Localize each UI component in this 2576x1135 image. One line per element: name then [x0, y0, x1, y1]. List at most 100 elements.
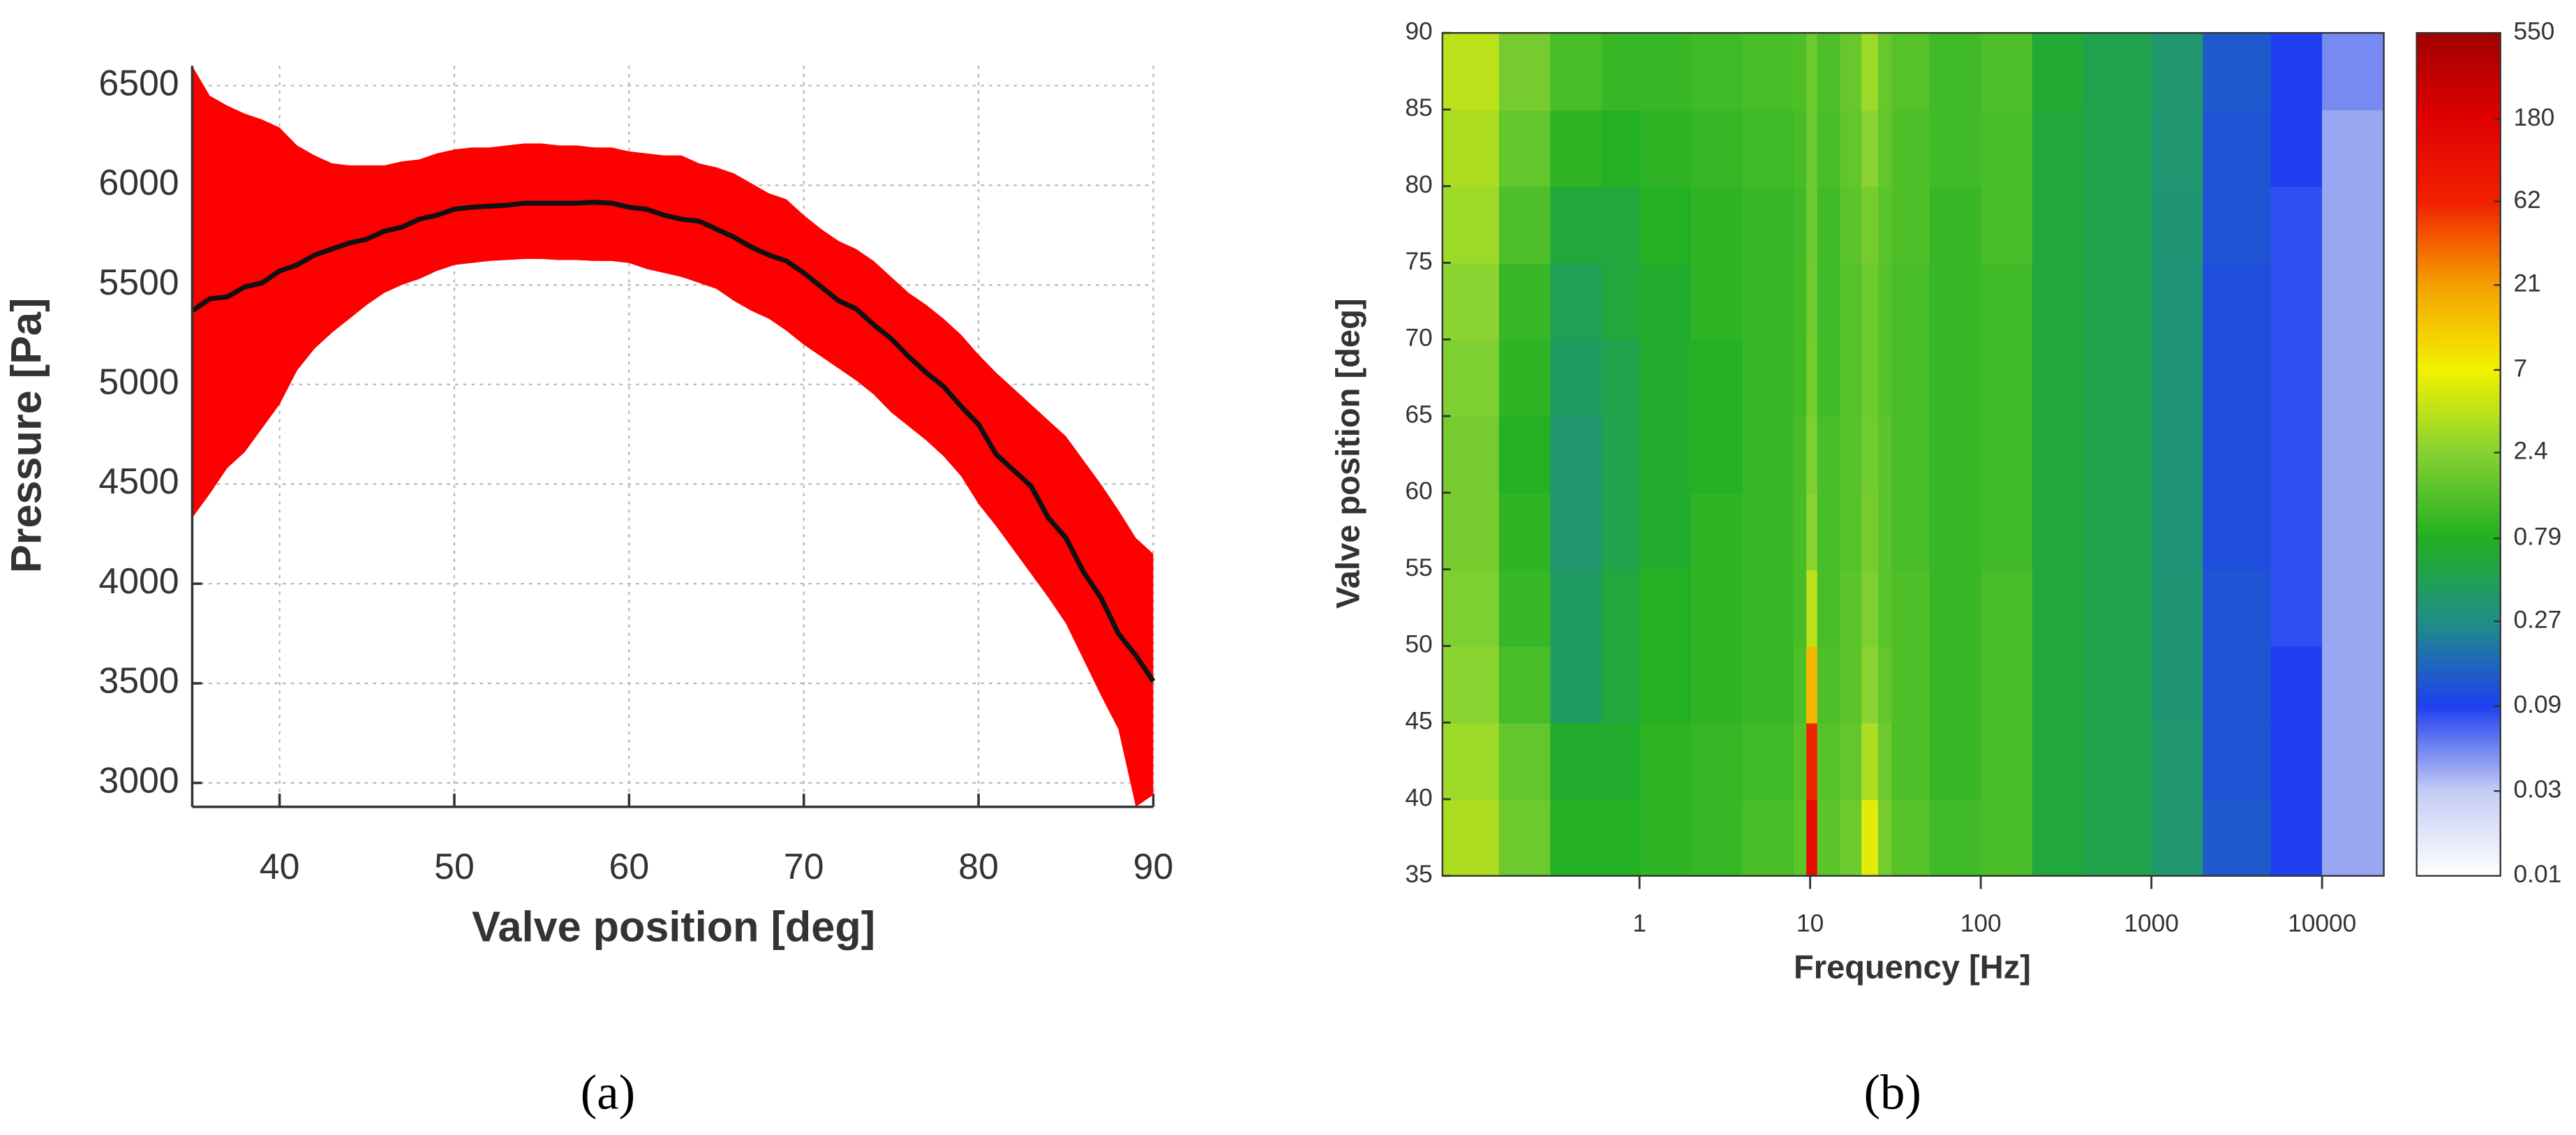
- heat-cell: [1840, 109, 1863, 187]
- heat-cell: [1891, 569, 1930, 647]
- colorbar-tick-label: 0.27: [2514, 606, 2562, 633]
- x-tick-label: 1000: [2124, 910, 2179, 937]
- line: [191, 200, 1156, 683]
- heat-cell: [2203, 646, 2272, 724]
- heat-cell: [1793, 339, 1808, 417]
- heat-cell: [1806, 492, 1818, 570]
- heat-cell: [2151, 722, 2204, 801]
- heat-cell: [1742, 109, 1795, 187]
- heat-cell: [2151, 646, 2204, 724]
- heat-cell: [1601, 186, 1641, 264]
- heat-cell: [1877, 262, 1893, 341]
- colorbar-tick-label: 0.79: [2514, 524, 2562, 551]
- heat-cell: [2203, 492, 2272, 570]
- heat-cell: [2083, 492, 2152, 570]
- colorbar-tick-label: 62: [2514, 186, 2541, 214]
- heat-cell: [1877, 109, 1893, 187]
- heat-cell: [2083, 339, 2152, 417]
- heat-cell: [1442, 186, 1500, 264]
- heat-cell: [1806, 262, 1818, 341]
- heat-cell: [2032, 186, 2085, 264]
- colorbar-tick-label: 2.4: [2514, 438, 2548, 465]
- heat-cell: [1742, 339, 1795, 417]
- heat-cell: [1981, 722, 2033, 801]
- heat-cell: [1840, 569, 1863, 647]
- heat-cell: [1806, 416, 1818, 494]
- heat-cell: [1498, 262, 1551, 341]
- heat-cell: [1981, 416, 2033, 494]
- heat-cell: [1550, 186, 1603, 264]
- x-tick-label: 80: [958, 846, 999, 887]
- heat-cell: [1929, 492, 1982, 570]
- heat-cell: [1840, 186, 1863, 264]
- heat-cell: [1690, 799, 1743, 877]
- heat-cell: [1690, 33, 1743, 111]
- heat-cell: [1861, 799, 1879, 877]
- y-tick-label: 5000: [98, 362, 179, 402]
- heat-cell: [1877, 339, 1893, 417]
- heat-cell: [1840, 416, 1863, 494]
- heat-cell: [1861, 569, 1879, 647]
- heat-cell: [1601, 799, 1641, 877]
- heat-cell: [1690, 262, 1743, 341]
- heat-cell: [1742, 262, 1795, 341]
- heat-cell: [1793, 799, 1808, 877]
- heat-cell: [1861, 492, 1879, 570]
- heat-cell: [1877, 569, 1893, 647]
- heat-cell: [2322, 109, 2385, 187]
- heat-cell: [1891, 339, 1930, 417]
- heat-cell: [2322, 799, 2385, 877]
- heat-cell: [1861, 646, 1879, 724]
- heat-cell: [1929, 339, 1982, 417]
- heat-cell: [1929, 33, 1982, 111]
- heat-cell: [2032, 646, 2085, 724]
- heat-cell: [2151, 799, 2204, 877]
- heat-cell: [1639, 186, 1692, 264]
- x-tick-label: 100: [1960, 910, 2002, 937]
- heat-cell: [1929, 646, 1982, 724]
- heat-cell: [2032, 339, 2085, 417]
- heat-cell: [1550, 646, 1603, 724]
- heat-cell: [2032, 109, 2085, 187]
- colorbar-tick-label: 0.03: [2514, 776, 2562, 803]
- heat-cell: [2032, 262, 2085, 341]
- heat-cell: [1929, 722, 1982, 801]
- heat-cell: [1690, 492, 1743, 570]
- heat-cell: [1442, 339, 1500, 417]
- heat-cell: [1891, 33, 1930, 111]
- y-tick-label: 90: [1405, 17, 1432, 45]
- heat-cell: [1639, 722, 1692, 801]
- heat-cell: [1929, 416, 1982, 494]
- heat-cell: [2203, 186, 2272, 264]
- heat-cell: [2203, 569, 2272, 647]
- heat-cell: [1498, 569, 1551, 647]
- heat-cell: [1742, 722, 1795, 801]
- x-tick-label: 10000: [2288, 910, 2356, 937]
- heat-cell: [1891, 109, 1930, 187]
- heat-cell: [2203, 109, 2272, 187]
- colorbar-tick-label: 21: [2514, 270, 2541, 297]
- heat-cell: [1690, 722, 1743, 801]
- heat-cell: [2270, 646, 2323, 724]
- heat-cell: [1550, 33, 1603, 111]
- y-tick-label: 5500: [98, 262, 179, 302]
- heat-cell: [1891, 799, 1930, 877]
- heat-cell: [1498, 722, 1551, 801]
- heat-cell: [1840, 722, 1863, 801]
- heat-cell: [1861, 339, 1879, 417]
- y-tick-label: 4000: [98, 561, 179, 601]
- heat-cell: [1806, 186, 1818, 264]
- heat-cell: [1877, 799, 1893, 877]
- heat-cell: [2151, 492, 2204, 570]
- heat-cell: [2270, 339, 2323, 417]
- heat-cell: [1690, 569, 1743, 647]
- heat-cell: [1793, 186, 1808, 264]
- heat-cell: [1806, 646, 1818, 724]
- heat-cell: [1981, 109, 2033, 187]
- heat-cell: [1601, 339, 1641, 417]
- heat-cell: [1840, 339, 1863, 417]
- heat-cell: [2151, 339, 2204, 417]
- heat-cell: [1877, 186, 1893, 264]
- heat-cell: [1601, 722, 1641, 801]
